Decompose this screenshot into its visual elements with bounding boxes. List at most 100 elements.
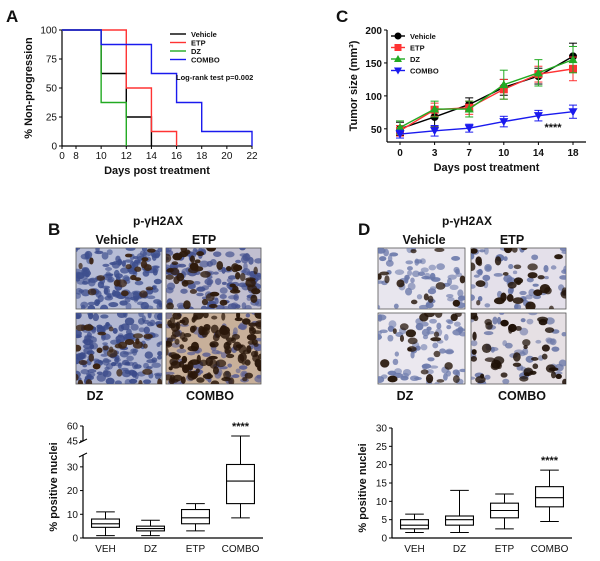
nucleus-brown [203,324,211,331]
nucleus-blue [233,327,238,336]
nucleus-blue [459,368,465,373]
nucleus-brown [183,333,192,338]
y-tick-label: 200 [365,26,382,37]
nucleus-brown [507,281,517,289]
x-tick-label: 12 [121,151,133,162]
nucleus-brown [525,301,536,309]
data-point [499,80,509,89]
nucleus-brown [88,353,94,362]
nucleus-blue [102,370,112,378]
nucleus-brown [202,313,209,319]
nucleus-blue [389,252,399,257]
nucleus-blue [504,342,513,349]
nucleus-brown [77,379,84,384]
nucleus-blue [141,315,146,322]
nucleus-brown [224,349,232,354]
nucleus-blue [154,373,162,380]
nucleus-blue [200,305,208,309]
nucleus-blue [508,263,514,270]
nucleus-brown [220,324,227,334]
nucleus-blue [166,248,172,253]
nucleus-brown [166,253,172,263]
nucleus-blue [429,318,437,324]
nucleus-blue [206,279,212,288]
nucleus-brown [399,334,405,342]
nucleus-blue [471,340,478,347]
nucleus-brown [384,275,390,284]
nucleus-blue [561,331,566,337]
nucleus-brown [124,339,135,345]
nucleus-blue [227,363,233,368]
micrograph-etp [470,247,567,310]
micrograph-cells [166,313,261,384]
nucleus-brown [173,276,180,285]
nucleus-blue [483,248,489,255]
nucleus-blue [76,279,86,285]
nucleus-brown [236,313,241,320]
x-tick-label: 18 [567,148,579,159]
nucleus-blue [420,267,429,273]
legend-label: COMBO [191,56,220,65]
x-tick-label: 18 [196,151,208,162]
nucleus-brown [201,298,209,306]
nucleus-blue [394,368,403,375]
nucleus-blue [453,321,461,327]
nucleus-blue [123,333,132,341]
nucleus-brown [209,341,219,348]
nucleus-brown [512,362,522,367]
nucleus-blue [105,362,114,370]
nucleus-brown [114,343,123,349]
nucleus-blue [96,324,103,329]
nucleus-blue [119,300,128,306]
nucleus-blue [244,305,252,309]
nucleus-blue [549,338,557,346]
micrograph-title: p-γH2AX [133,214,183,228]
nucleus-blue [432,342,439,349]
nucleus-blue [105,267,113,272]
nucleus-blue [88,313,94,320]
nucleus-blue [92,313,100,322]
nucleus-blue [528,288,536,297]
nucleus-blue [443,334,449,341]
nucleus-brown [242,377,248,382]
nucleus-blue [407,282,416,291]
nucleus-brown [254,358,261,368]
nucleus-blue [471,294,475,301]
nucleus-brown [209,359,218,369]
nucleus-brown [166,302,174,309]
nucleus-brown [434,313,443,318]
y-tick-label: 25 [376,442,388,453]
nucleus-blue [526,318,534,325]
nucleus-blue [412,270,420,278]
box [399,519,429,530]
nucleus-blue [151,357,158,363]
nucleus-blue [114,273,123,279]
x-tick-label: ETP [186,544,206,555]
micrograph-panel-b: p-γH2AX Vehicle ETP DZ COMBO [75,214,262,403]
y-tick-label: 30 [376,424,388,435]
nucleus-blue [199,260,210,268]
nucleus-blue [526,277,534,283]
micrograph-dz [377,312,466,385]
x-tick-label: DZ [144,544,157,555]
nucleus-brown [108,326,114,332]
nucleus-blue [230,302,239,309]
nucleus-blue [519,290,527,296]
y-tick-label: 30 [67,462,79,473]
legend-label: ETP [410,44,425,53]
nucleus-blue [126,355,134,362]
nucleus-blue [151,362,161,368]
nucleus-brown [179,319,186,324]
nucleus-blue [114,380,122,384]
nucleus-blue [88,277,98,283]
nucleus-brown [532,363,539,370]
nucleus-brown [405,329,417,338]
annotation: Log-rank test p=0.002 [176,73,253,82]
nucleus-blue [239,253,248,257]
nucleus-blue [479,249,486,253]
nucleus-brown [200,271,211,278]
panel-letter-d: D [358,220,370,239]
nucleus-brown [198,325,205,336]
nucleus-blue [445,319,453,323]
